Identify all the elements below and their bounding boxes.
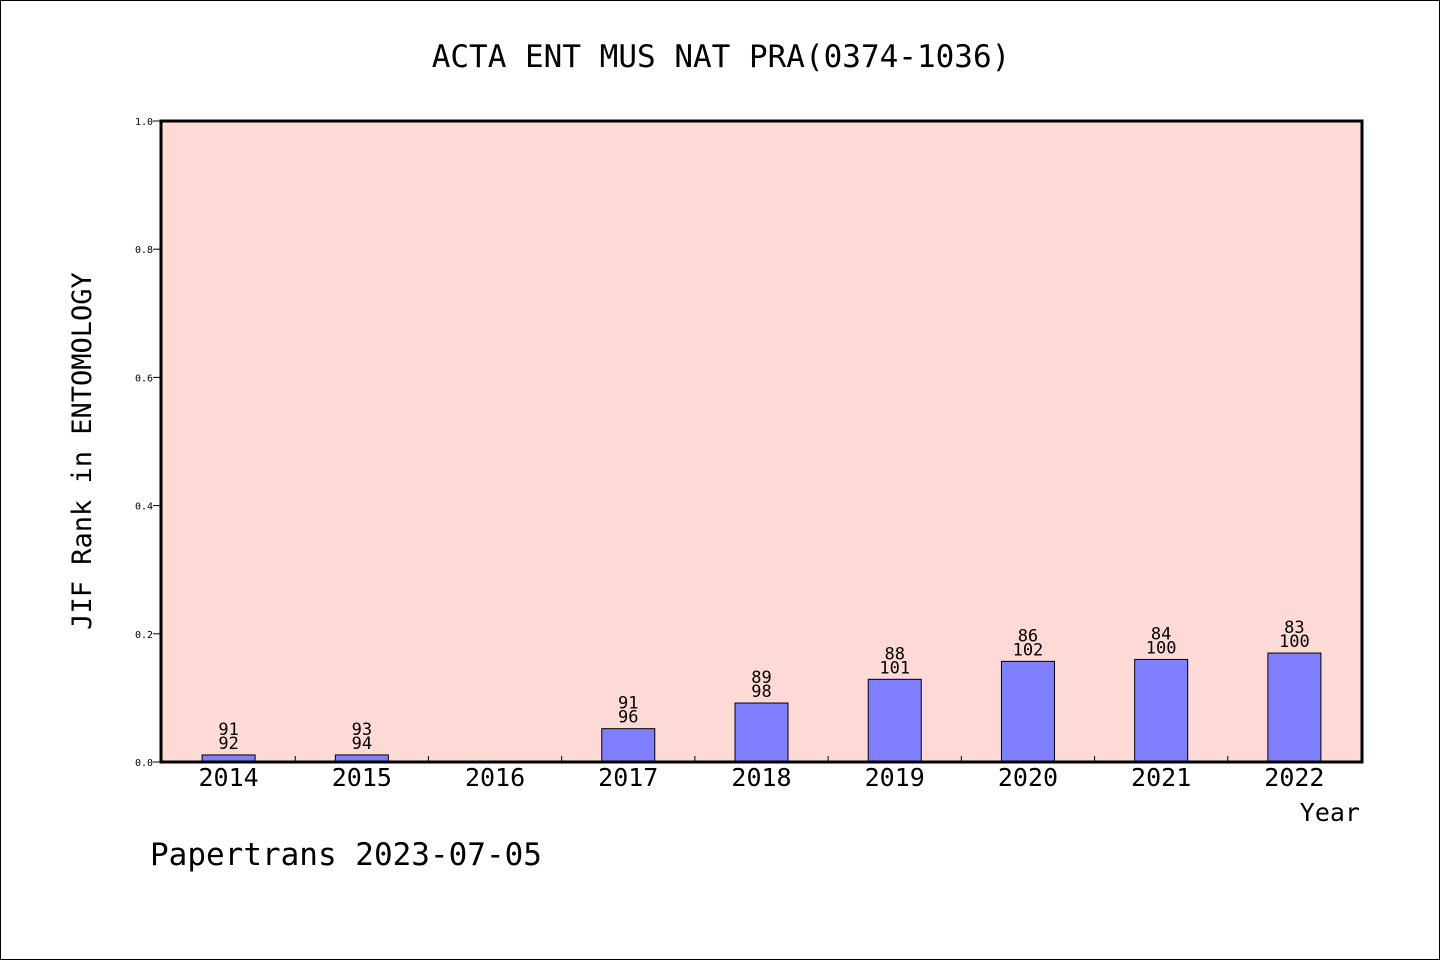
y-tick-label: 0.2 [135, 630, 153, 641]
bar-total-label: 92 [218, 734, 238, 754]
plot-border [159, 119, 1364, 764]
x-tick-label: 2016 [465, 763, 525, 792]
bar-rank-label: 93 [352, 720, 372, 740]
plot-area [161, 121, 1362, 762]
bar-total-label: 100 [1146, 638, 1177, 658]
x-tick-label: 2022 [1264, 763, 1324, 792]
x-tick-label: 2021 [1131, 763, 1191, 792]
x-tick-label: 2018 [731, 763, 791, 792]
y-tick-label: 0.0 [135, 758, 153, 769]
y-axis-label: JIF Rank in ENTOMOLOGY [67, 272, 98, 630]
bar-total-label: 100 [1279, 632, 1310, 652]
bar-rank-label: 83 [1284, 618, 1304, 638]
y-axis: 0.0 0.2 0.4 0.6 0.8 1.0 [135, 117, 161, 769]
bar-rank-label: 91 [618, 694, 638, 714]
bars-layer [201, 652, 1322, 763]
bar-2018 [734, 702, 789, 763]
y-tick-label: 0.8 [135, 245, 153, 256]
bar-total-label: 94 [352, 734, 372, 754]
bar-rank-label: 86 [1018, 626, 1038, 646]
x-tick-label: 2017 [598, 763, 658, 792]
bar-total-label: 102 [1013, 640, 1044, 660]
chart-title: ACTA ENT MUS NAT PRA(0374-1036) [432, 39, 1011, 75]
x-tick-label: 2014 [199, 763, 259, 792]
x-axis: 2014 2015 2016 2017 2018 2019 2020 2021 2022 [199, 756, 1324, 792]
bar-2022 [1267, 652, 1322, 763]
x-tick-label: 2020 [998, 763, 1058, 792]
y-tick-label: 0.4 [135, 502, 153, 513]
x-tick-label: 2015 [332, 763, 392, 792]
y-tick-label: 0.6 [135, 373, 153, 384]
bar-total-label: 98 [751, 682, 771, 702]
bar-rank-label: 84 [1151, 624, 1171, 644]
bar-2021 [1134, 658, 1189, 763]
bar-rank-label: 89 [751, 668, 771, 688]
footer-credit: Papertrans 2023-07-05 [150, 837, 542, 873]
bar-total-label: 101 [879, 658, 910, 678]
bar-2017 [601, 728, 656, 763]
bar-2020 [1000, 660, 1055, 763]
y-tick-label: 1.0 [135, 117, 153, 128]
bar-rank-label: 88 [884, 644, 904, 664]
bar-rank-label: 91 [218, 720, 238, 740]
x-tick-label: 2019 [865, 763, 925, 792]
bar-total-label: 96 [618, 708, 638, 728]
bar-2019 [867, 678, 922, 763]
x-axis-label: Year [1300, 798, 1360, 827]
